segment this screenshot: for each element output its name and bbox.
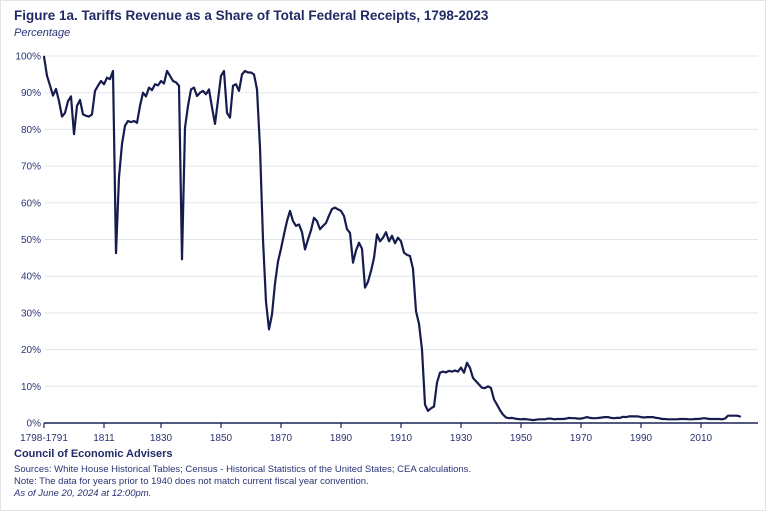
svg-text:1990: 1990 <box>630 433 653 444</box>
y-gridlines <box>45 55 758 387</box>
svg-text:1830: 1830 <box>150 433 173 444</box>
footer-as-of: As of June 20, 2024 at 12:00pm. <box>14 488 152 499</box>
y-axis-unit-label: Percentage <box>14 27 71 39</box>
y-tick-labels: 0% 10% 20% 30% 40% 50% 60% 70% 80% 90% 100% <box>15 52 41 430</box>
svg-text:1850: 1850 <box>210 433 233 444</box>
footer-sources: Sources: White House Historical Tables; … <box>14 464 472 475</box>
svg-text:1950: 1950 <box>510 433 533 444</box>
svg-text:1910: 1910 <box>390 433 413 444</box>
svg-text:40%: 40% <box>21 272 41 283</box>
svg-text:1811: 1811 <box>93 433 115 444</box>
svg-text:80%: 80% <box>21 125 41 136</box>
svg-text:20%: 20% <box>21 345 41 356</box>
footer-organization: Council of Economic Advisers <box>14 448 173 460</box>
svg-text:30%: 30% <box>21 308 41 319</box>
svg-text:100%: 100% <box>15 52 41 63</box>
svg-text:0%: 0% <box>27 419 42 430</box>
svg-text:1890: 1890 <box>330 433 353 444</box>
svg-text:2010: 2010 <box>690 433 713 444</box>
svg-text:70%: 70% <box>21 162 41 173</box>
svg-text:1798-1791: 1798-1791 <box>20 433 68 444</box>
svg-text:1870: 1870 <box>270 433 293 444</box>
x-tick-labels: 1798-1791 1811 1830 1850 1870 1890 1910 1930 195… <box>20 433 712 444</box>
svg-text:50%: 50% <box>21 235 41 246</box>
svg-text:60%: 60% <box>21 198 41 209</box>
figure-title: Figure 1a. Tariffs Revenue as a Share of… <box>14 8 489 23</box>
svg-text:1930: 1930 <box>450 433 473 444</box>
tariff-share-line-chart: 0% 10% 20% 30% 40% 50% 60% 70% 80% 90% 100% 1798-17… <box>15 52 758 444</box>
x-axis <box>43 422 758 428</box>
revenue-share-line <box>42 55 742 422</box>
svg-text:10%: 10% <box>21 382 41 393</box>
svg-text:1970: 1970 <box>570 433 593 444</box>
footer-note: Note: The data for years prior to 1940 d… <box>14 476 369 487</box>
svg-text:90%: 90% <box>21 88 41 99</box>
